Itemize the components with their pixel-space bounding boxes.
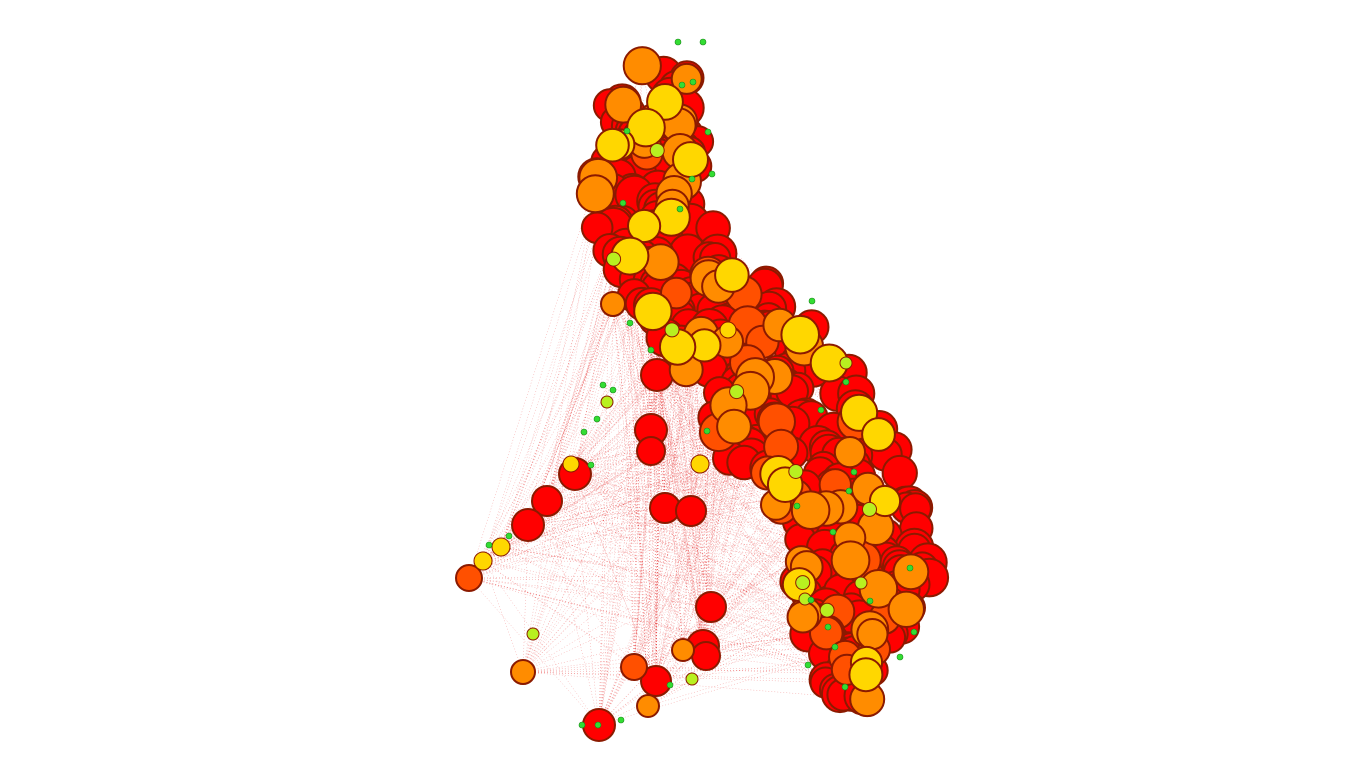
graph-node-upper[interactable] — [716, 408, 752, 445]
graph-node-upper[interactable] — [636, 694, 660, 718]
graph-node-low[interactable] — [600, 395, 614, 409]
graph-node-upper[interactable] — [575, 174, 615, 214]
graph-node-low[interactable] — [685, 672, 699, 686]
graph-node-upper[interactable] — [600, 291, 626, 317]
graph-node-mid[interactable] — [627, 208, 662, 244]
graph-node-low[interactable] — [606, 251, 622, 267]
graph-node-upper[interactable] — [830, 540, 871, 581]
graph-node-low[interactable] — [839, 356, 853, 370]
graph-node-leaf[interactable] — [674, 38, 682, 46]
graph-node-mid[interactable] — [780, 314, 821, 355]
graph-node-mid[interactable] — [672, 141, 709, 179]
graph-node-upper[interactable] — [510, 659, 536, 685]
graph-node-leaf[interactable] — [708, 170, 716, 178]
graph-node-leaf[interactable] — [587, 461, 595, 469]
graph-node-low[interactable] — [819, 602, 835, 618]
graph-node-upper[interactable] — [786, 600, 820, 634]
graph-node-leaf[interactable] — [594, 721, 602, 729]
graph-node-leaf[interactable] — [623, 127, 631, 135]
graph-node-upper[interactable] — [887, 590, 925, 628]
graph-node-hub[interactable] — [531, 485, 563, 517]
graph-node-hub[interactable] — [640, 665, 672, 697]
graph-node-hub[interactable] — [695, 591, 727, 623]
graph-node-leaf[interactable] — [678, 81, 686, 89]
graph-node-high[interactable] — [620, 653, 648, 681]
graph-node-leaf[interactable] — [688, 175, 696, 183]
graph-node-low[interactable] — [788, 464, 804, 479]
graph-node-low[interactable] — [795, 575, 811, 591]
graph-node-leaf[interactable] — [689, 78, 697, 86]
graph-node-mid[interactable] — [491, 537, 511, 557]
graph-node-mid[interactable] — [595, 127, 630, 163]
graph-node-leaf[interactable] — [804, 661, 812, 669]
graph-node-leaf[interactable] — [703, 427, 711, 435]
graph-node-leaf[interactable] — [647, 346, 655, 354]
graph-node-leaf[interactable] — [485, 541, 493, 549]
graph-node-hub[interactable] — [640, 358, 674, 392]
graph-node-low[interactable] — [664, 322, 680, 338]
graph-node-mid[interactable] — [626, 107, 666, 148]
graph-node-leaf[interactable] — [910, 628, 918, 636]
graph-node-upper[interactable] — [856, 618, 889, 651]
graph-node-leaf[interactable] — [850, 468, 858, 476]
graph-node-mid[interactable] — [868, 484, 902, 518]
graph-node-leaf[interactable] — [704, 128, 712, 136]
graph-node-hub[interactable] — [881, 454, 918, 492]
graph-node-upper[interactable] — [790, 490, 831, 531]
graph-node-leaf[interactable] — [593, 415, 601, 423]
graph-node-hub[interactable] — [636, 436, 666, 466]
graph-node-hub[interactable] — [511, 508, 545, 542]
nodes-layer — [455, 38, 950, 742]
graph-node-leaf[interactable] — [896, 653, 904, 661]
graph-node-mid[interactable] — [848, 657, 884, 693]
graph-node-leaf[interactable] — [808, 297, 816, 305]
graph-node-leaf[interactable] — [845, 487, 853, 495]
graph-node-leaf[interactable] — [807, 596, 815, 604]
graph-node-leaf[interactable] — [666, 681, 674, 689]
graph-node-low[interactable] — [862, 501, 877, 517]
graph-node-leaf[interactable] — [831, 643, 839, 651]
graph-node-high[interactable] — [455, 564, 483, 592]
graph-node-leaf[interactable] — [619, 199, 627, 207]
graph-node-leaf[interactable] — [578, 721, 586, 729]
graph-node-leaf[interactable] — [824, 623, 832, 631]
graph-node-mid[interactable] — [714, 257, 750, 293]
graph-node-upper[interactable] — [671, 638, 695, 662]
graph-node-low[interactable] — [649, 143, 665, 158]
graph-node-upper[interactable] — [833, 436, 867, 469]
graph-node-mid[interactable] — [690, 454, 710, 474]
graph-node-mid[interactable] — [562, 455, 580, 473]
graph-node-mid[interactable] — [719, 321, 737, 339]
graph-node-low[interactable] — [854, 576, 868, 590]
graph-node-low[interactable] — [729, 384, 745, 400]
graph-node-leaf[interactable] — [906, 564, 914, 572]
graph-node-upper[interactable] — [622, 46, 662, 86]
graph-node-leaf[interactable] — [609, 386, 617, 394]
graph-node-leaf[interactable] — [599, 381, 607, 389]
graph-node-leaf[interactable] — [626, 319, 634, 327]
graph-node-leaf[interactable] — [817, 406, 825, 414]
graph-node-mid[interactable] — [633, 291, 673, 332]
graph-node-hub[interactable] — [691, 641, 721, 671]
graph-node-leaf[interactable] — [580, 428, 588, 436]
graph-node-leaf[interactable] — [841, 683, 849, 691]
graph-node-leaf[interactable] — [829, 528, 837, 536]
graph-node-leaf[interactable] — [699, 38, 707, 46]
graph-node-upper[interactable] — [892, 553, 930, 591]
graph-node-leaf[interactable] — [505, 532, 513, 540]
graph-node-mid[interactable] — [473, 551, 493, 571]
graph-node-leaf[interactable] — [617, 716, 625, 724]
graph-node-leaf[interactable] — [793, 502, 801, 510]
graph-node-hub[interactable] — [675, 495, 707, 527]
graph-node-mid[interactable] — [861, 417, 896, 452]
graph-node-leaf[interactable] — [866, 597, 874, 605]
graph-node-leaf[interactable] — [676, 205, 684, 213]
graph-node-leaf[interactable] — [842, 378, 850, 386]
graph-node-low[interactable] — [526, 627, 540, 641]
